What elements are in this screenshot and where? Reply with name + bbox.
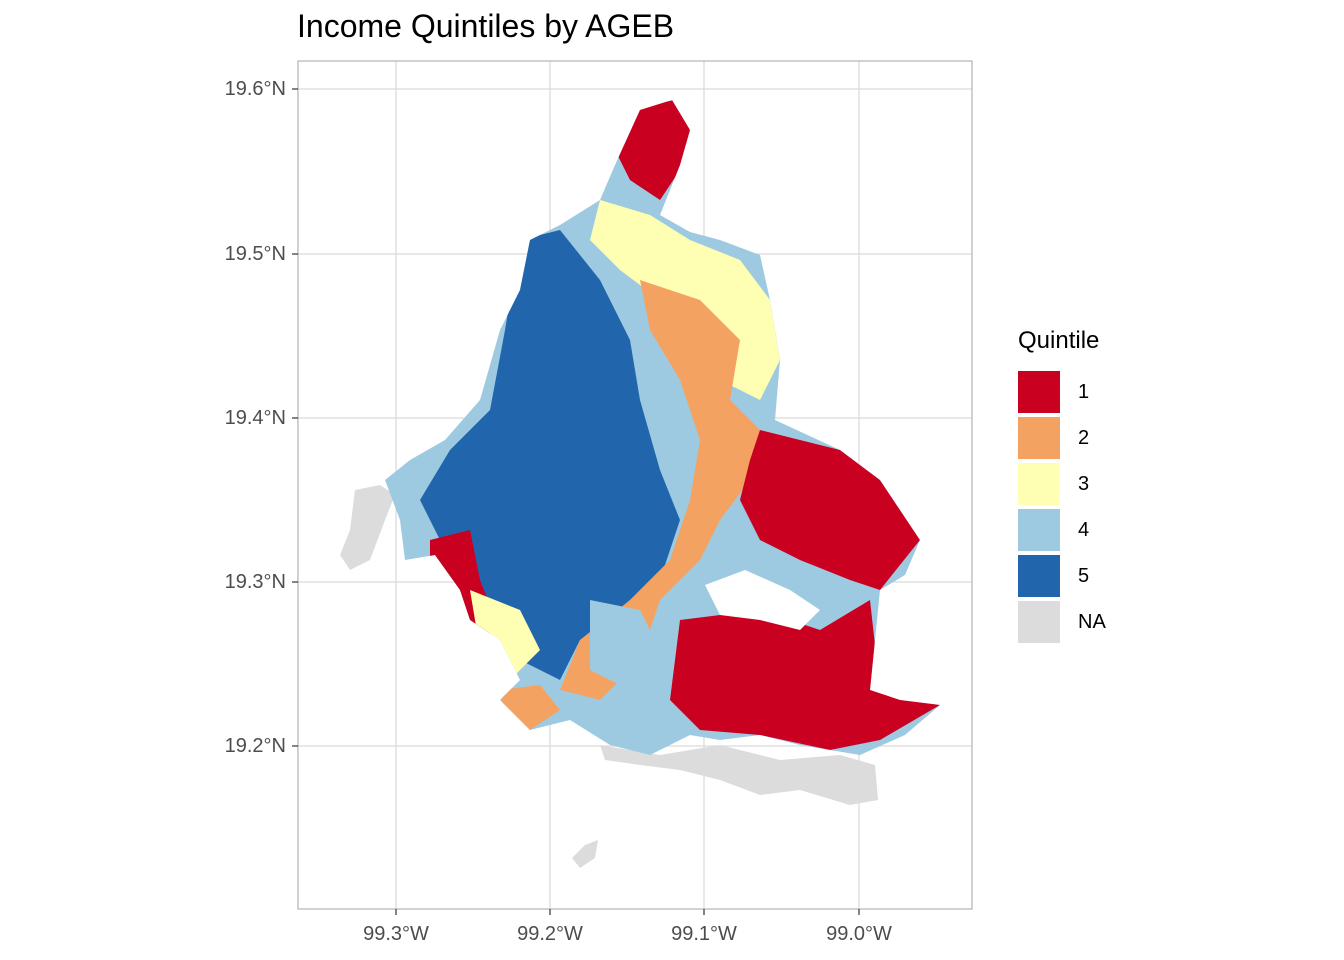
legend-label: 5	[1078, 564, 1090, 587]
q1-area-east	[740, 430, 920, 590]
airport-gap	[705, 570, 820, 630]
q1-area-north	[615, 100, 692, 200]
legend-swatch	[1018, 555, 1060, 597]
legend-label: 4	[1078, 518, 1090, 541]
legend-title: Quintile	[1018, 327, 1100, 354]
tick-marks	[292, 88, 860, 915]
legend-label: NA	[1078, 610, 1106, 633]
legend: Quintile 1 2 3 4 5 NA	[1018, 327, 1106, 645]
legend-label: 2	[1078, 426, 1090, 449]
y-tick-label-0: 19.6°N	[224, 78, 286, 100]
y-tick-label-4: 19.2°N	[224, 735, 286, 757]
legend-item-3: 3	[1018, 461, 1106, 507]
y-tick-label-1: 19.5°N	[224, 243, 286, 265]
legend-swatch	[1018, 417, 1060, 459]
na-region-islet	[572, 840, 598, 868]
x-tick-label-1: 99.2°W	[517, 923, 583, 945]
legend-label: 3	[1078, 472, 1090, 495]
q2-area	[560, 280, 760, 700]
legend-swatch	[1018, 509, 1060, 551]
legend-item-4: 4	[1018, 507, 1106, 553]
legend-item-5: 5	[1018, 553, 1106, 599]
x-tick-label-3: 99.0°W	[826, 923, 892, 945]
legend-swatch	[1018, 371, 1060, 413]
na-region-west	[340, 485, 395, 570]
q5-area	[420, 230, 680, 680]
y-tick-label-2: 19.4°N	[224, 407, 286, 429]
x-tick-label-2: 99.1°W	[671, 923, 737, 945]
legend-items: 1 2 3 4 5 NA	[1018, 369, 1106, 645]
na-regions	[340, 485, 878, 868]
choropleth	[385, 100, 940, 755]
panel-border	[297, 60, 973, 910]
y-tick-label-3: 19.3°N	[224, 571, 286, 593]
q1-area-south	[670, 600, 940, 750]
q4-area-south	[590, 600, 660, 690]
legend-label: 1	[1078, 380, 1090, 403]
map-title: Income Quintiles by AGEB	[297, 8, 675, 44]
legend-item-2: 2	[1018, 415, 1106, 461]
legend-swatch	[1018, 463, 1060, 505]
legend-item-1: 1	[1018, 369, 1106, 415]
legend-swatch	[1018, 601, 1060, 643]
na-region-south	[600, 745, 878, 805]
x-tick-label-0: 99.3°W	[363, 923, 429, 945]
legend-item-na: NA	[1018, 599, 1106, 645]
